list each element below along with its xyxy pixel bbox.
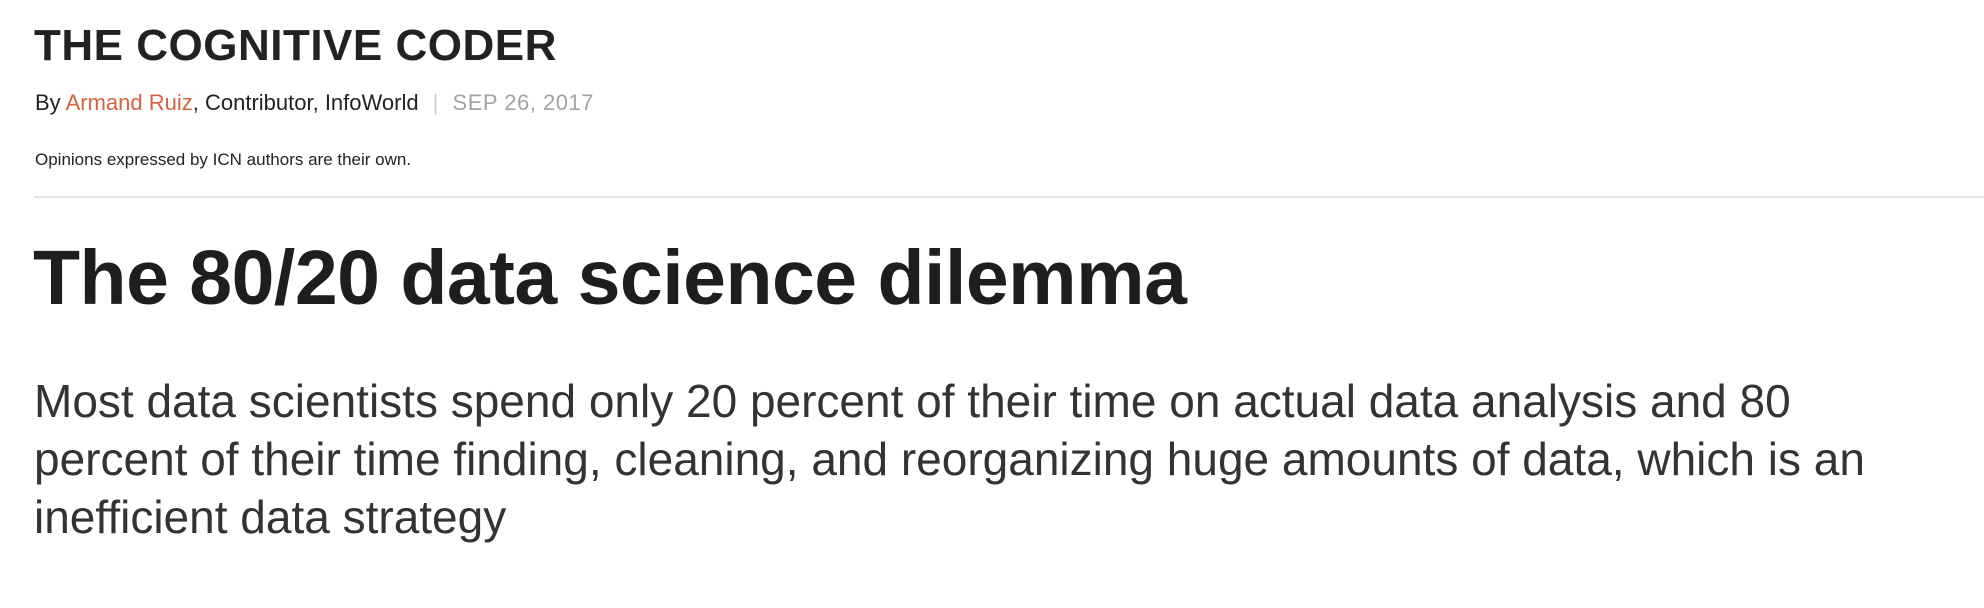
column-title[interactable]: THE COGNITIVE CODER — [34, 21, 557, 70]
opinion-disclaimer: Opinions expressed by ICN authors are th… — [35, 150, 412, 169]
article-deck: Most data scientists spend only 20 perce… — [34, 375, 1865, 543]
header-divider — [34, 196, 1984, 198]
byline-prefix: By — [35, 90, 61, 115]
publish-date: SEP 26, 2017 — [452, 90, 594, 115]
author-link[interactable]: Armand Ruiz — [65, 90, 193, 115]
byline: By Armand Ruiz, Contributor, InfoWorld |… — [35, 90, 594, 116]
article-headline: The 80/20 data science dilemma — [33, 235, 1187, 321]
byline-separator: | — [432, 90, 439, 115]
author-role: , Contributor, InfoWorld — [192, 90, 419, 115]
